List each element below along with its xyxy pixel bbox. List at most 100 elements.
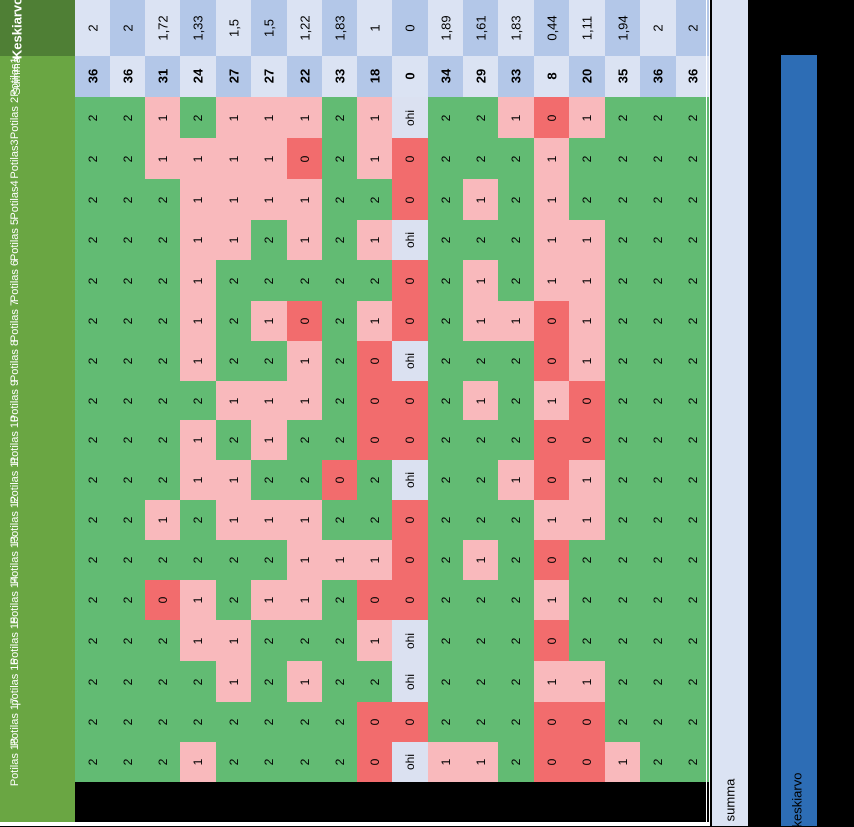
score-cell [392, 620, 428, 661]
summa-cell [605, 56, 640, 97]
score-cell [676, 301, 710, 341]
score-value: 2 [85, 317, 100, 325]
score-cell [75, 540, 110, 580]
score-value: 2 [651, 476, 665, 484]
score-cell [145, 381, 180, 420]
score-cell [428, 702, 463, 742]
score-cell [145, 500, 180, 540]
score-value: 1 [544, 678, 559, 685]
score-cell [216, 580, 251, 620]
score-cell [463, 138, 498, 179]
score-cell [498, 381, 534, 420]
score-value: 2 [651, 678, 665, 685]
score-cell [428, 138, 463, 179]
score-value: 2 [120, 718, 135, 726]
score-cell [640, 702, 676, 742]
keskiarvo-header-label: Keskiarvo [9, 0, 25, 60]
score-value: 1 [191, 758, 205, 766]
score-value: 2 [262, 637, 276, 644]
score-cell [251, 301, 287, 341]
score-cell [428, 620, 463, 661]
score-cell [428, 220, 463, 260]
score-cell [357, 341, 392, 381]
score-value: 2 [85, 718, 100, 726]
score-cell [569, 301, 605, 341]
score-value: 1 [297, 596, 312, 604]
score-cell [640, 260, 676, 301]
score-value: 2 [686, 637, 700, 644]
score-value: 2 [509, 277, 523, 284]
score-value: 1 [226, 476, 241, 484]
score-cell [392, 742, 428, 782]
score-value: 2 [191, 718, 205, 726]
summa-value: 24 [190, 68, 206, 84]
keskiarvo-cell [463, 0, 498, 56]
score-value: 2 [473, 155, 488, 162]
score-cell [498, 220, 534, 260]
score-cell [676, 179, 710, 220]
score-value: 2 [615, 317, 630, 325]
score-cell [605, 220, 640, 260]
score-cell [392, 661, 428, 702]
score-value: 2 [473, 637, 488, 644]
score-cell [145, 97, 180, 138]
score-value: 2 [85, 397, 100, 404]
score-cell [322, 661, 357, 702]
score-value: 2 [367, 196, 382, 203]
summa-value: 36 [85, 68, 100, 84]
score-value: 2 [615, 155, 630, 162]
keskiarvo-cell [180, 0, 216, 56]
score-cell [534, 420, 569, 460]
score-value: 1 [580, 277, 594, 284]
score-cell [75, 301, 110, 341]
header-band [0, 0, 75, 826]
score-value: 2 [332, 397, 347, 404]
score-cell [463, 220, 498, 260]
score-value: 1 [191, 637, 205, 644]
score-value: 2 [438, 114, 453, 121]
score-cell [392, 702, 428, 742]
score-value: 2 [651, 637, 665, 644]
score-cell [498, 179, 534, 220]
score-cell [640, 742, 676, 782]
score-value: ohi [403, 471, 417, 489]
score-cell [145, 460, 180, 500]
keskiarvo-value: 1 [367, 24, 382, 32]
score-cell [463, 620, 498, 661]
patient-header-label: Potilas 8 [9, 339, 21, 383]
score-cell [428, 500, 463, 540]
score-value: 2 [191, 397, 205, 404]
score-value: 2 [191, 678, 205, 685]
score-cell [75, 500, 110, 540]
score-value: 2 [473, 236, 488, 244]
score-value: 2 [438, 236, 453, 244]
keskiarvo-cell [216, 0, 251, 56]
score-value: 1 [191, 436, 205, 444]
score-value: 0 [544, 317, 559, 325]
score-cell [428, 540, 463, 580]
score-value: 1 [226, 678, 241, 685]
score-value: 2 [438, 718, 453, 726]
score-value: 2 [509, 196, 523, 203]
score-value: 2 [473, 596, 488, 604]
score-value: 1 [191, 357, 205, 365]
score-value: 0 [544, 436, 559, 444]
score-value: 2 [226, 596, 241, 604]
score-cell [75, 260, 110, 301]
score-cell [287, 661, 322, 702]
summa-value: 35 [615, 68, 630, 84]
score-value: ohi [403, 632, 417, 649]
keskiarvo-cell [75, 0, 110, 56]
score-cell [463, 260, 498, 301]
score-value: 1 [473, 317, 488, 325]
score-value: 2 [686, 718, 700, 726]
score-cell [498, 580, 534, 620]
score-value: 1 [332, 556, 347, 564]
score-value: 2 [120, 277, 135, 284]
score-cell [498, 540, 534, 580]
score-cell [180, 260, 216, 301]
summa-cell [145, 56, 180, 97]
score-cell [287, 220, 322, 260]
score-cell [428, 420, 463, 460]
